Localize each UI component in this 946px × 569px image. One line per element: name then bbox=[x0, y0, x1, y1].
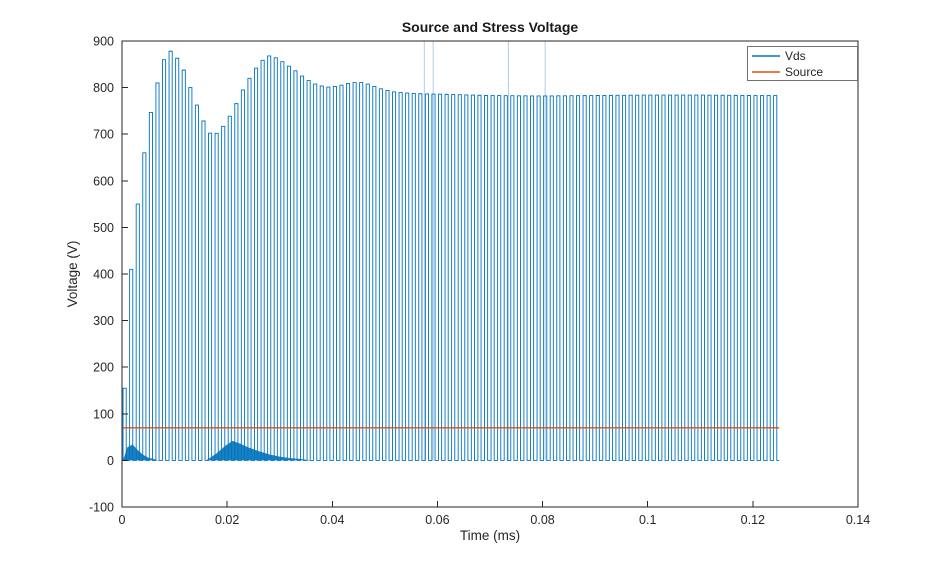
y-tick-label: 200 bbox=[93, 361, 114, 375]
y-tick-label: 300 bbox=[93, 314, 114, 328]
x-axis-label: Time (ms) bbox=[460, 528, 520, 543]
x-tick-label: 0.06 bbox=[425, 513, 449, 527]
x-tick-label: 0.02 bbox=[215, 513, 239, 527]
axes-layer: 0 0.02 0.04 0.06 0.08 0.1 0.12 0.14 -100 0 100 200 3… bbox=[89, 35, 870, 528]
x-tick-label: 0.12 bbox=[741, 513, 765, 527]
y-tick-label: 600 bbox=[93, 174, 114, 188]
y-axis-label: Voltage (V) bbox=[65, 241, 80, 308]
legend-label-source: Source bbox=[785, 65, 823, 79]
vds-low-ripple bbox=[206, 440, 312, 461]
legend-box bbox=[747, 46, 858, 81]
x-tick-label: 0 bbox=[119, 513, 126, 527]
x-tick-label: 0.08 bbox=[530, 513, 554, 527]
y-tick-label: 900 bbox=[93, 35, 114, 49]
x-tick-label: 0.14 bbox=[846, 513, 870, 527]
y-tick-label: 0 bbox=[107, 454, 114, 468]
y-tick-label: -100 bbox=[89, 501, 114, 515]
y-tick-label: 800 bbox=[93, 81, 114, 95]
legend[interactable]: Vds Source bbox=[747, 46, 858, 81]
series-layer bbox=[122, 41, 780, 461]
y-tick-label: 400 bbox=[93, 268, 114, 282]
vds-low-ripple bbox=[123, 444, 159, 461]
y-tick-label: 500 bbox=[93, 221, 114, 235]
y-tick-label: 700 bbox=[93, 128, 114, 142]
x-tick-label: 0.04 bbox=[320, 513, 344, 527]
legend-label-vds: Vds bbox=[785, 49, 806, 63]
chart-title: Source and Stress Voltage bbox=[402, 19, 579, 35]
x-tick-label: 0.1 bbox=[639, 513, 656, 527]
vds-waveform bbox=[122, 50, 780, 461]
y-tick-label: 100 bbox=[93, 407, 114, 421]
